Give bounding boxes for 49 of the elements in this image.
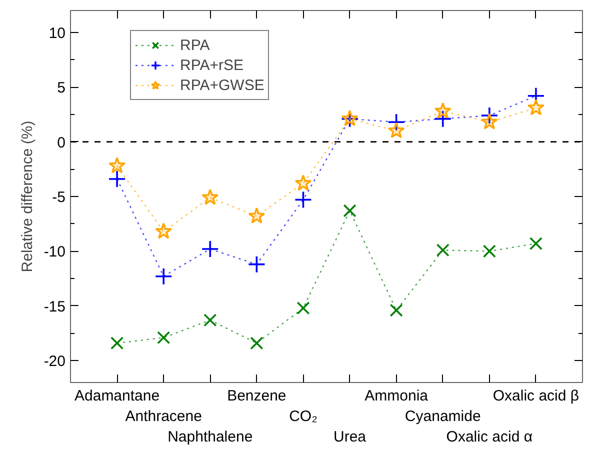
x-tick-label: Naphthalene <box>168 428 253 446</box>
y-tick-label: -20 <box>44 353 66 370</box>
x-tick-label: Benzene <box>227 388 286 404</box>
point <box>480 106 498 124</box>
y-tick-label: 10 <box>48 24 66 42</box>
point <box>155 222 172 239</box>
y-tick-label: -10 <box>44 244 66 261</box>
point <box>202 188 219 205</box>
point <box>108 156 126 174</box>
point <box>157 331 170 344</box>
y-tick-label: -15 <box>44 298 66 316</box>
point <box>248 255 266 274</box>
point <box>201 240 220 258</box>
legend-label: RPA+GWSE <box>180 76 264 94</box>
point <box>434 110 452 128</box>
point <box>434 102 452 119</box>
point <box>154 267 172 286</box>
point <box>296 302 310 315</box>
point <box>388 122 405 138</box>
x-tick-label: Adamantane <box>74 388 160 404</box>
y-tick-label: 5 <box>57 80 66 97</box>
x-tick-label: Urea <box>334 428 367 446</box>
point <box>110 336 124 350</box>
x-tick-label: Oxalic acid β <box>492 388 580 404</box>
legend-label: RPA+rSE <box>180 56 244 74</box>
point <box>248 207 266 224</box>
x-tick-label: Ammonia <box>364 388 429 404</box>
point <box>527 98 544 116</box>
y-tick-label: -5 <box>52 189 66 206</box>
x-tick-label: CO₂ <box>289 408 318 425</box>
point <box>480 113 498 130</box>
x-tick-label: Cyanamide <box>404 408 481 425</box>
point <box>294 190 312 209</box>
point <box>390 304 403 317</box>
y-tick-label: 0 <box>57 134 66 152</box>
point <box>436 244 450 257</box>
point <box>343 204 356 218</box>
y-axis-title: Relative difference (%) <box>18 120 36 272</box>
point <box>294 174 312 191</box>
point <box>204 314 217 327</box>
x-tick-label: Oxalic acid α <box>446 428 533 446</box>
point <box>529 236 543 250</box>
x-tick-label: Anthracene <box>125 408 202 425</box>
point <box>250 336 264 350</box>
point <box>527 86 545 105</box>
legend-label: RPA <box>180 36 210 54</box>
point <box>482 244 496 258</box>
point <box>108 170 126 188</box>
point <box>387 113 406 131</box>
